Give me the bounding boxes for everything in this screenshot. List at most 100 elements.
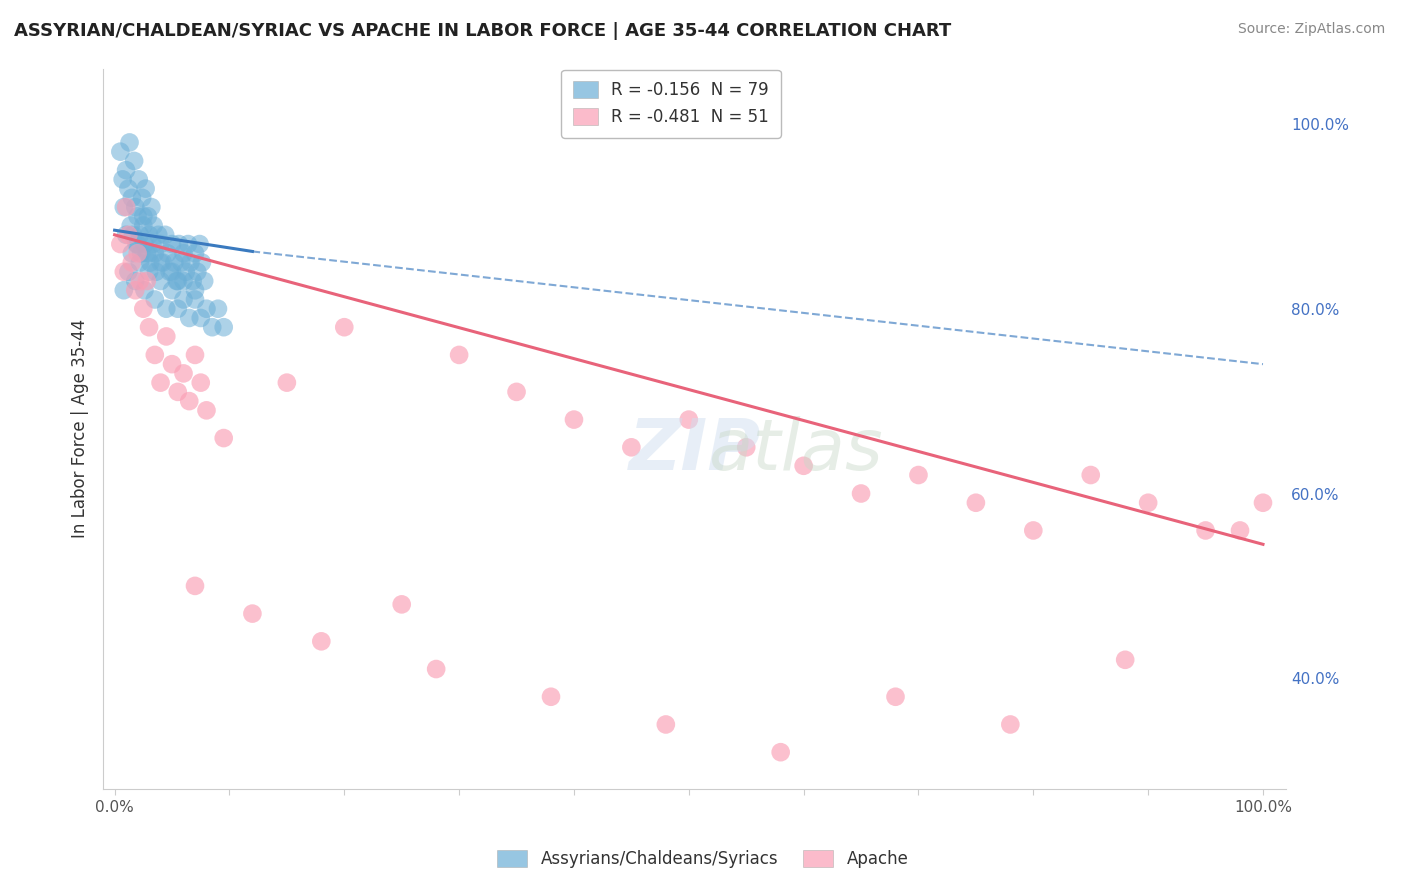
- Point: [276, 376, 298, 390]
- Point: [128, 227, 150, 242]
- Point: [149, 255, 172, 269]
- Point: [132, 219, 155, 233]
- Point: [160, 237, 183, 252]
- Point: [143, 348, 166, 362]
- Point: [138, 320, 160, 334]
- Point: [120, 219, 142, 233]
- Point: [110, 145, 132, 159]
- Point: [190, 376, 212, 390]
- Point: [127, 237, 149, 252]
- Point: [562, 412, 585, 426]
- Point: [449, 348, 471, 362]
- Point: [155, 329, 177, 343]
- Point: [124, 200, 146, 214]
- Point: [121, 246, 143, 260]
- Point: [1000, 717, 1022, 731]
- Point: [156, 246, 179, 260]
- Point: [112, 283, 135, 297]
- Point: [769, 745, 792, 759]
- Y-axis label: In Labor Force | Age 35-44: In Labor Force | Age 35-44: [72, 319, 89, 539]
- Point: [141, 237, 163, 252]
- Point: [138, 246, 160, 260]
- Point: [135, 181, 157, 195]
- Point: [884, 690, 907, 704]
- Point: [177, 237, 200, 252]
- Point: [965, 496, 987, 510]
- Point: [167, 237, 190, 252]
- Point: [125, 237, 148, 252]
- Point: [111, 172, 134, 186]
- Point: [128, 172, 150, 186]
- Point: [186, 265, 208, 279]
- Point: [173, 293, 195, 307]
- Point: [138, 227, 160, 242]
- Point: [152, 255, 174, 269]
- Point: [242, 607, 264, 621]
- Point: [1137, 496, 1160, 510]
- Point: [181, 274, 204, 288]
- Point: [122, 227, 145, 242]
- Point: [620, 440, 643, 454]
- Point: [138, 265, 160, 279]
- Point: [425, 662, 447, 676]
- Point: [127, 246, 149, 260]
- Point: [143, 293, 166, 307]
- Point: [179, 394, 201, 409]
- Legend: R = -0.156  N = 79, R = -0.481  N = 51: R = -0.156 N = 79, R = -0.481 N = 51: [561, 70, 780, 137]
- Point: [849, 486, 872, 500]
- Point: [201, 320, 224, 334]
- Point: [184, 246, 207, 260]
- Point: [179, 310, 201, 325]
- Point: [112, 265, 135, 279]
- Point: [145, 265, 167, 279]
- Point: [1229, 524, 1251, 538]
- Point: [1022, 524, 1045, 538]
- Point: [131, 191, 153, 205]
- Point: [212, 431, 235, 445]
- Point: [1194, 524, 1216, 538]
- Point: [128, 274, 150, 288]
- Point: [191, 255, 214, 269]
- Text: ASSYRIAN/CHALDEAN/SYRIAC VS APACHE IN LABOR FORCE | AGE 35-44 CORRELATION CHART: ASSYRIAN/CHALDEAN/SYRIAC VS APACHE IN LA…: [14, 22, 952, 40]
- Point: [166, 274, 188, 288]
- Point: [166, 384, 188, 399]
- Text: ZIP: ZIP: [628, 416, 761, 485]
- Point: [173, 367, 195, 381]
- Point: [115, 200, 138, 214]
- Point: [655, 717, 678, 731]
- Point: [129, 246, 152, 260]
- Point: [124, 283, 146, 297]
- Point: [127, 210, 149, 224]
- Point: [118, 136, 141, 150]
- Point: [142, 219, 165, 233]
- Point: [141, 200, 163, 214]
- Point: [136, 210, 159, 224]
- Point: [135, 246, 157, 260]
- Point: [793, 458, 815, 473]
- Legend: Assyrians/Chaldeans/Syriacs, Apache: Assyrians/Chaldeans/Syriacs, Apache: [491, 843, 915, 875]
- Point: [173, 246, 195, 260]
- Point: [173, 274, 195, 288]
- Point: [135, 274, 157, 288]
- Point: [121, 191, 143, 205]
- Point: [184, 293, 207, 307]
- Point: [1114, 653, 1136, 667]
- Point: [143, 246, 166, 260]
- Point: [117, 265, 139, 279]
- Point: [121, 255, 143, 269]
- Point: [160, 265, 183, 279]
- Point: [195, 301, 218, 316]
- Point: [117, 227, 139, 242]
- Point: [188, 237, 211, 252]
- Point: [333, 320, 356, 334]
- Point: [505, 384, 527, 399]
- Point: [166, 274, 188, 288]
- Point: [1251, 496, 1274, 510]
- Point: [163, 255, 186, 269]
- Point: [155, 301, 177, 316]
- Point: [184, 348, 207, 362]
- Point: [122, 153, 145, 168]
- Point: [139, 255, 162, 269]
- Point: [124, 274, 146, 288]
- Point: [166, 301, 188, 316]
